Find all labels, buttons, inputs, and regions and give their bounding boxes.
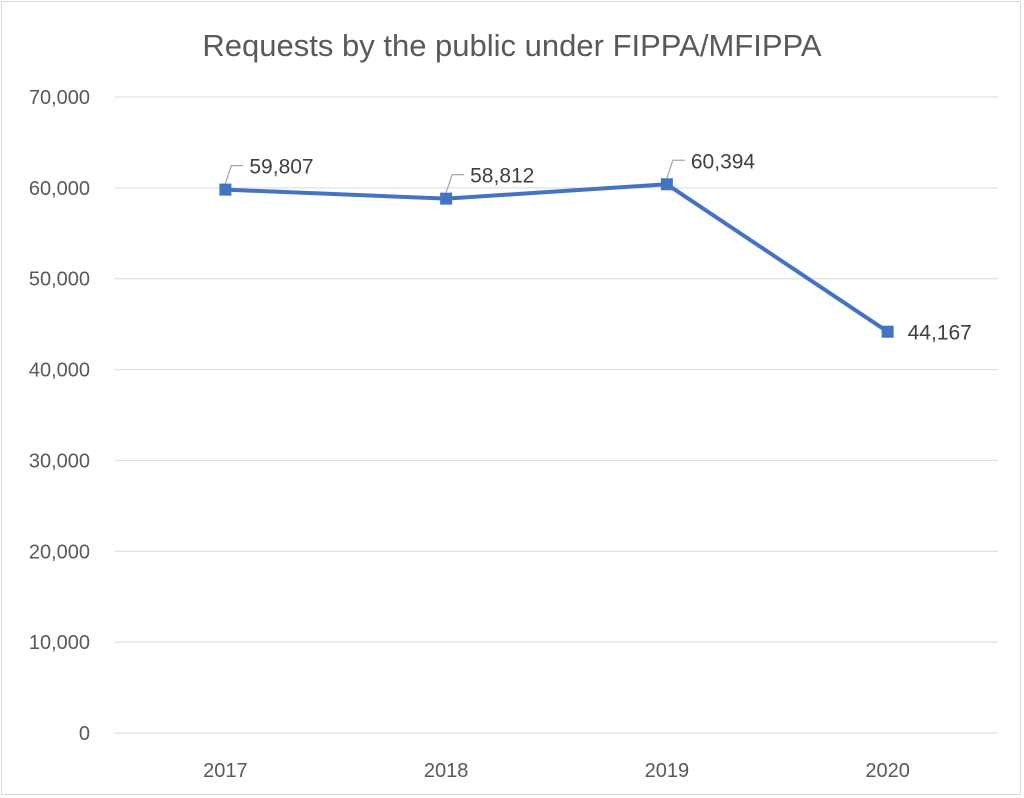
data-label: 44,167 — [908, 322, 972, 345]
data-label: 60,394 — [691, 150, 756, 173]
leader-line — [666, 159, 685, 179]
data-label: 59,807 — [249, 156, 313, 179]
x-tick-label: 2017 — [203, 760, 248, 782]
y-tick-label: 70,000 — [29, 87, 90, 109]
y-tick-label: 20,000 — [29, 541, 90, 563]
x-tick-label: 2018 — [424, 760, 469, 782]
x-tick-label: 2019 — [645, 760, 690, 782]
y-tick-label: 0 — [79, 723, 90, 745]
data-label: 58,812 — [470, 165, 534, 188]
data-marker — [440, 192, 453, 205]
y-tick-label: 60,000 — [29, 178, 90, 200]
y-tick-label: 10,000 — [29, 632, 90, 654]
leader-line — [224, 165, 244, 184]
leader-line — [445, 174, 465, 193]
data-marker — [660, 178, 673, 191]
data-marker — [219, 183, 232, 196]
y-tick-label: 40,000 — [29, 360, 90, 382]
x-tick-label: 2020 — [865, 760, 910, 782]
y-tick-label: 30,000 — [29, 450, 90, 472]
y-tick-label: 50,000 — [29, 269, 90, 291]
series-line — [225, 182, 889, 334]
data-marker — [881, 325, 894, 338]
chart-title: Requests by the public under FIPPA/MFIPP… — [202, 28, 821, 63]
